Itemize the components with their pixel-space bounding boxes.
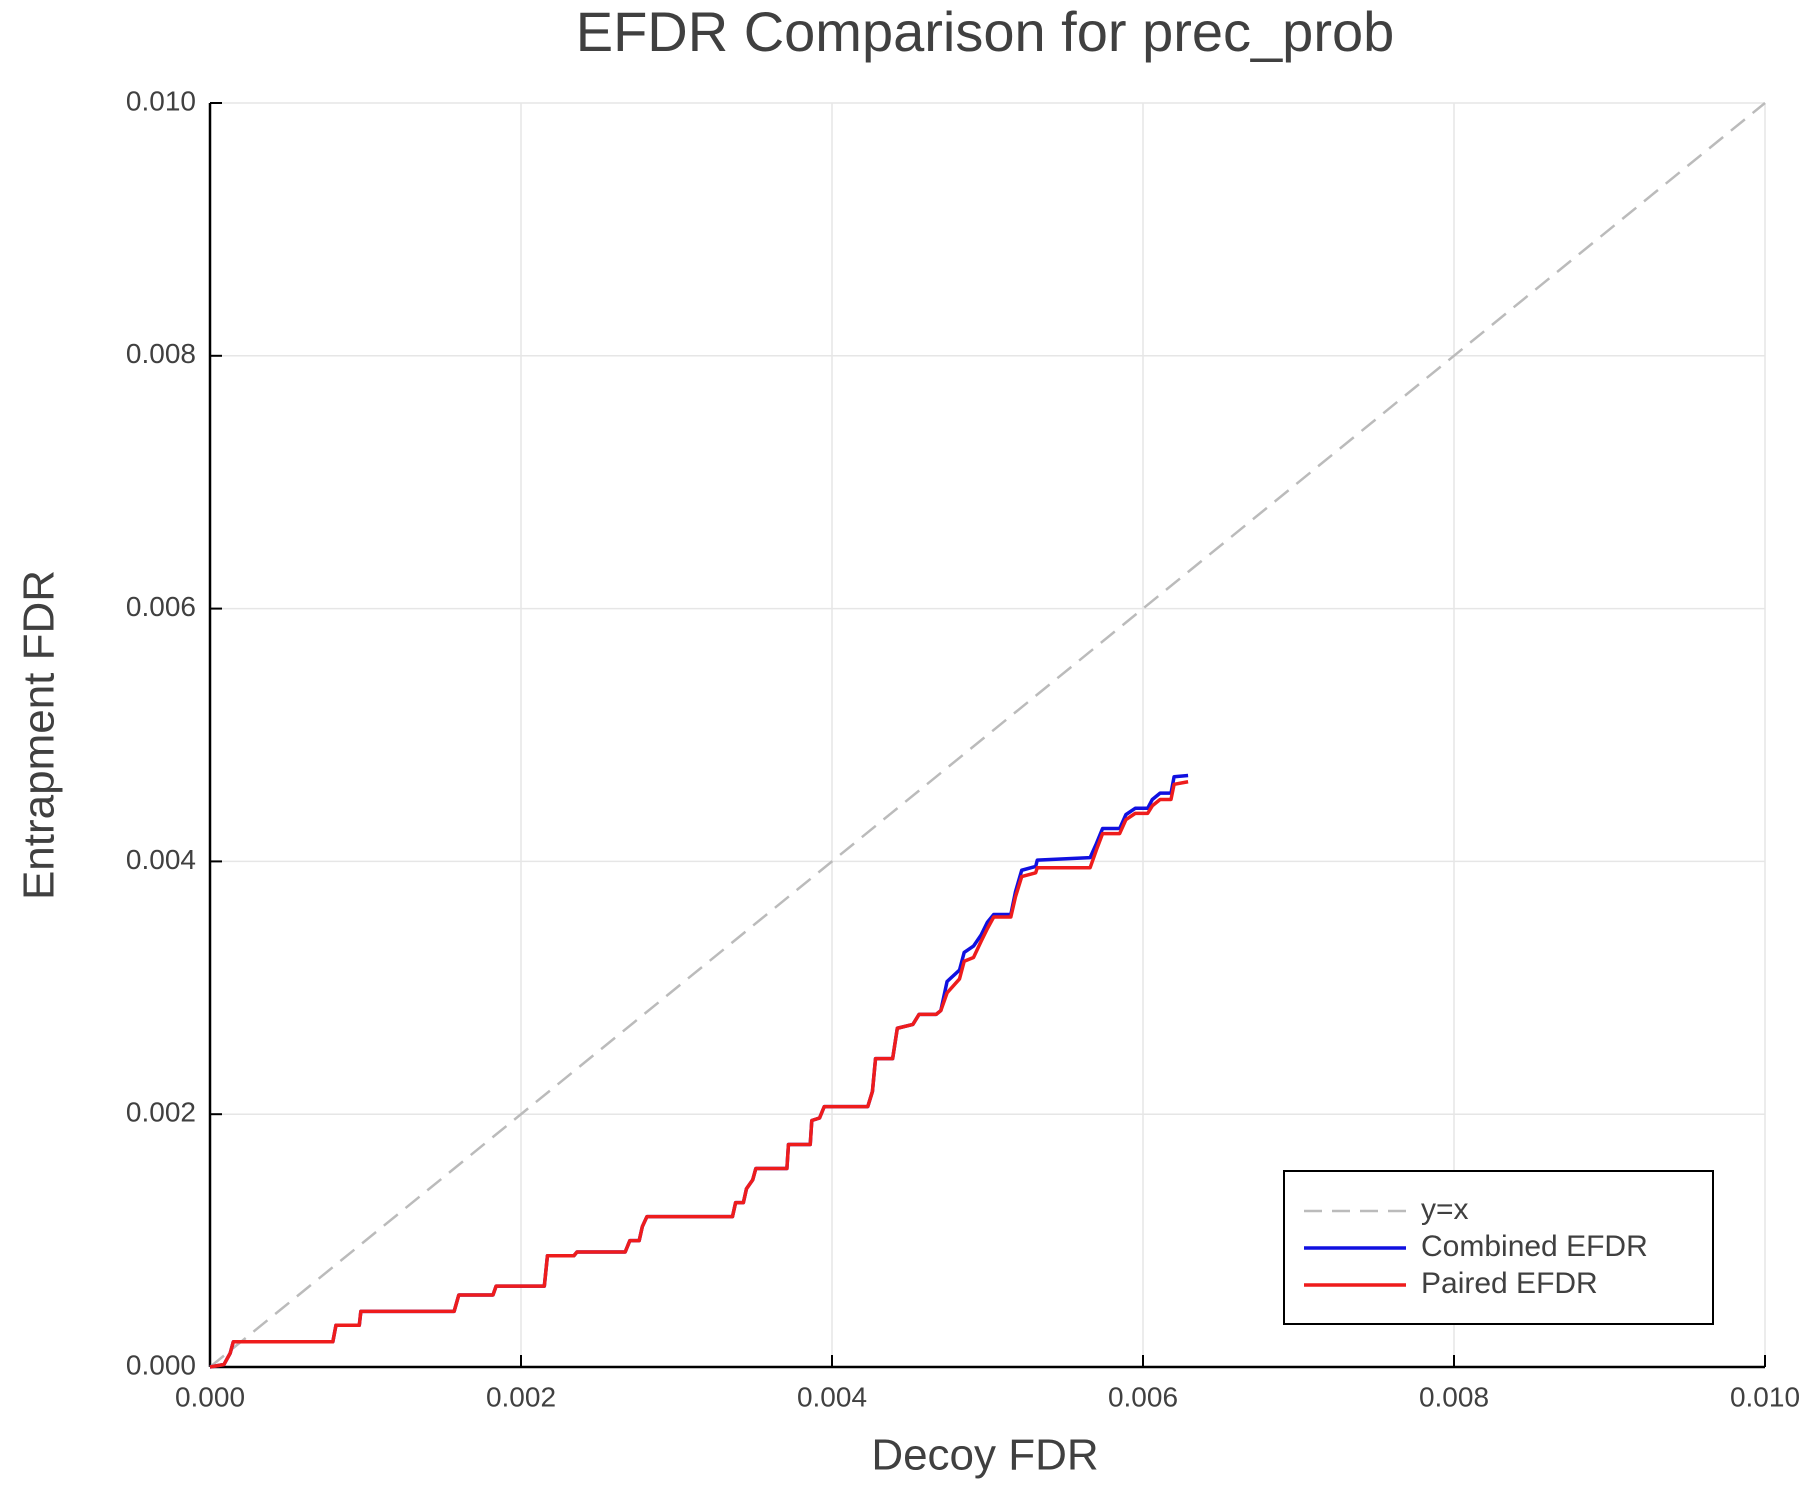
series-line: [209, 773, 1189, 1369]
legend-label: y=x: [1421, 1193, 1469, 1226]
series-line: [209, 780, 1189, 1369]
x-tick-label: 0.006: [1108, 1381, 1178, 1412]
y-tick-label: 0.004: [126, 844, 196, 875]
y-tick-label: 0.010: [126, 85, 196, 116]
x-tick-label: 0.002: [486, 1381, 556, 1412]
x-tick-label: 0.008: [1419, 1381, 1489, 1412]
y-tick-label: 0.000: [126, 1349, 196, 1380]
x-tick-label: 0.000: [175, 1381, 245, 1412]
y-axis-label: Entrapment FDR: [15, 570, 64, 900]
x-axis-label: Decoy FDR: [871, 1431, 1098, 1480]
y-tick-label: 0.006: [126, 591, 196, 622]
legend-label: Paired EFDR: [1421, 1267, 1598, 1300]
y-tick-label: 0.002: [126, 1097, 196, 1128]
x-tick-label: 0.004: [797, 1381, 867, 1412]
chart-title: EFDR Comparison for prec_prob: [576, 0, 1395, 63]
x-tick-label: 0.010: [1730, 1381, 1800, 1412]
legend-label: Combined EFDR: [1421, 1230, 1648, 1263]
y-tick-label: 0.008: [126, 338, 196, 369]
series-line: [209, 102, 1766, 1368]
